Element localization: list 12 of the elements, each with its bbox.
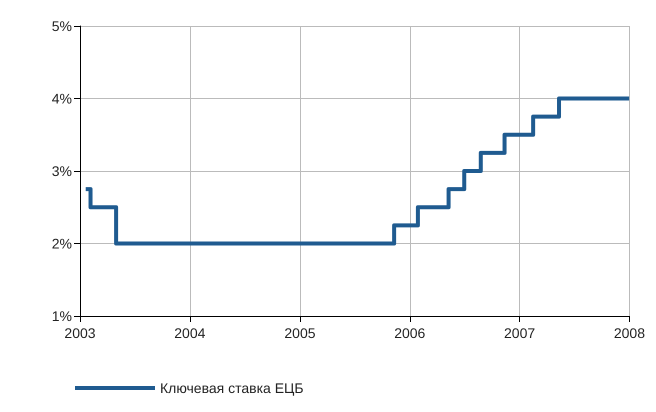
text: Ключевая ставка ЕЦБ — [160, 380, 304, 396]
x-tick-label: 2006 — [394, 325, 426, 341]
x-tick-label: 2005 — [284, 325, 316, 341]
x-tick-label: 2008 — [614, 325, 646, 341]
y-tick-label: 4% — [52, 90, 72, 106]
x-tick-label: 2003 — [64, 325, 96, 341]
y-tick-label: 3% — [52, 163, 72, 179]
x-tick-label: 2007 — [504, 325, 536, 341]
x-tick-label: 2004 — [174, 325, 206, 341]
y-tick-label: 2% — [52, 236, 72, 252]
y-tick-label: 1% — [52, 308, 72, 324]
y-tick-label: 5% — [52, 18, 72, 34]
